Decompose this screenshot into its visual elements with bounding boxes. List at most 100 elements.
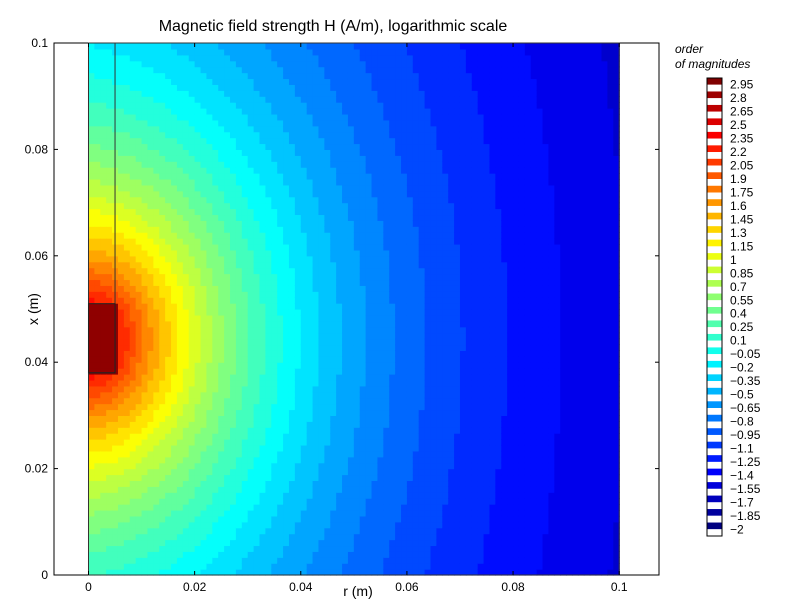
field-cell (288, 521, 296, 529)
field-cell (94, 261, 101, 269)
field-cell (247, 273, 255, 281)
field-cell (288, 338, 296, 346)
field-cell (336, 220, 343, 227)
field-cell (188, 320, 196, 328)
field-cell (412, 314, 420, 322)
field-cell (159, 433, 166, 440)
field-cell (300, 551, 308, 558)
field-cell (353, 137, 361, 145)
field-cell (176, 515, 184, 523)
field-cell (277, 563, 284, 570)
field-cell (353, 332, 361, 340)
field-cell (165, 545, 172, 552)
field-cell (159, 368, 166, 375)
field-cell (330, 444, 337, 452)
field-cell (176, 439, 184, 446)
field-cell (100, 474, 107, 482)
field-cell (389, 279, 396, 286)
field-cell (212, 60, 219, 68)
field-cell (188, 309, 196, 316)
field-cell (212, 273, 219, 281)
field-cell (253, 374, 261, 381)
field-cell (241, 161, 249, 168)
field-cell (206, 450, 213, 458)
field-cell (318, 415, 325, 422)
field-cell (194, 492, 202, 499)
field-cell (259, 220, 266, 227)
field-cell (342, 125, 349, 133)
field-cell (218, 403, 225, 411)
field-cell (342, 527, 349, 535)
field-cell (206, 444, 213, 452)
field-cell (342, 214, 349, 221)
field-cell (235, 226, 243, 233)
field-cell (253, 249, 261, 257)
field-cell (401, 255, 408, 263)
field-cell (171, 279, 178, 286)
field-cell (395, 486, 402, 493)
field-cell (306, 190, 314, 198)
field-cell (212, 326, 219, 334)
field-cell (218, 415, 225, 422)
field-cell (241, 492, 249, 499)
field-cell (288, 533, 296, 541)
field-cell (218, 149, 225, 156)
field-cell (153, 261, 160, 269)
field-cell (389, 249, 396, 257)
field-cell (371, 344, 379, 351)
field-cell (129, 462, 137, 470)
field-cell (147, 521, 154, 529)
field-cell (117, 421, 125, 428)
field-cell (106, 178, 113, 186)
field-cell (235, 285, 243, 292)
field-cell (300, 279, 308, 286)
field-cell (165, 362, 172, 369)
field-cell (265, 545, 272, 552)
field-cell (200, 326, 208, 334)
field-cell (271, 196, 278, 204)
field-cell (230, 113, 237, 121)
field-cell (342, 184, 349, 192)
field-cell (147, 291, 154, 298)
field-cell (401, 444, 408, 452)
field-cell (324, 421, 331, 428)
field-cell (100, 143, 107, 150)
field-cell (294, 456, 302, 464)
field-cell (188, 161, 196, 168)
field-cell (212, 167, 219, 174)
field-cell (147, 439, 154, 446)
field-cell (123, 108, 131, 115)
field-cell (347, 551, 355, 558)
field-cell (288, 214, 296, 221)
field-cell (94, 232, 101, 239)
field-cell (153, 214, 160, 221)
field-cell (330, 119, 337, 127)
field-cell (94, 208, 101, 216)
field-cell (135, 66, 143, 74)
field-cell (371, 486, 379, 493)
field-cell (188, 96, 196, 103)
field-cell (253, 403, 261, 411)
field-cell (259, 72, 266, 80)
field-cell (353, 90, 361, 97)
field-cell (100, 220, 107, 227)
field-cell (271, 267, 278, 275)
field-cell (200, 427, 208, 434)
field-cell (347, 202, 355, 210)
field-cell (94, 379, 101, 387)
field-cell (359, 385, 367, 393)
field-cell (347, 84, 355, 91)
field-cell (230, 43, 237, 50)
field-cell (224, 96, 231, 103)
field-cell (288, 220, 296, 227)
field-cell (117, 232, 125, 239)
field-cell (176, 261, 184, 269)
field-cell (194, 450, 202, 458)
field-cell (395, 178, 402, 186)
field-cell (365, 255, 373, 263)
field-cell (241, 332, 249, 340)
field-cell (353, 131, 361, 139)
field-cell (336, 427, 343, 434)
field-cell (100, 409, 107, 416)
field-cell (230, 433, 237, 440)
